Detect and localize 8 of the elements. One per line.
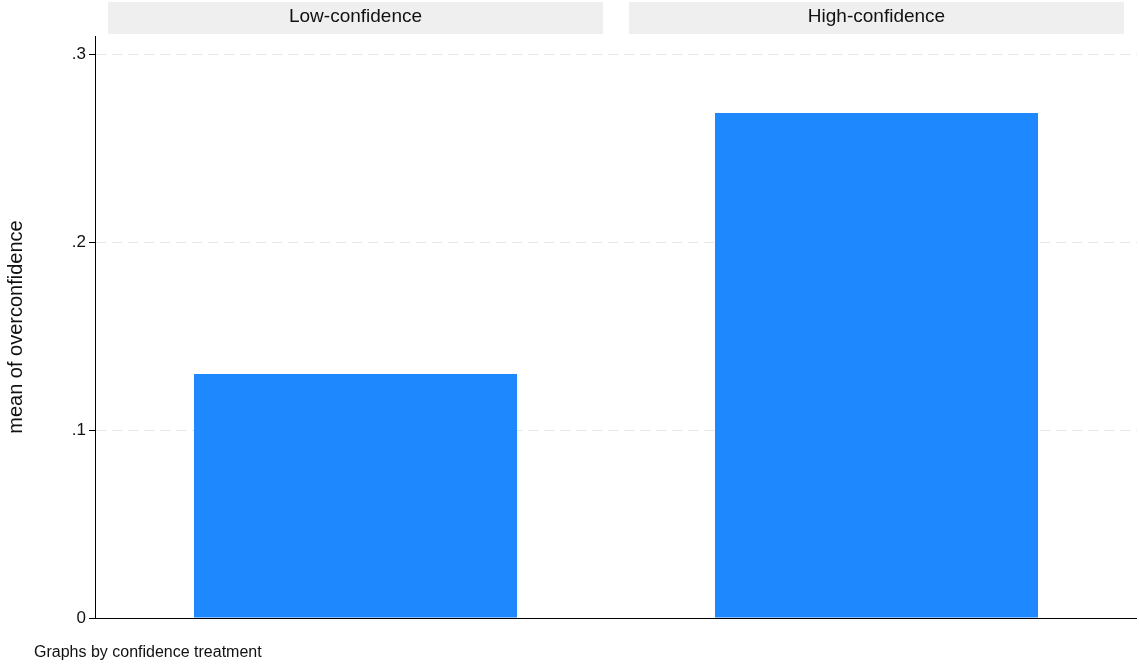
y-tick-label: .1 xyxy=(71,419,86,439)
y-tick-label: .2 xyxy=(71,232,86,252)
x-tick-label: High-confidence xyxy=(807,4,946,26)
y-tick-label: .3 xyxy=(71,44,86,64)
x-tick-label: Low-confidence xyxy=(288,4,423,26)
y-tick-label: 0 xyxy=(76,607,86,627)
text: Graphs by confidence treatment xyxy=(34,643,262,661)
y-axis-title: mean of overconfidence xyxy=(3,220,26,434)
